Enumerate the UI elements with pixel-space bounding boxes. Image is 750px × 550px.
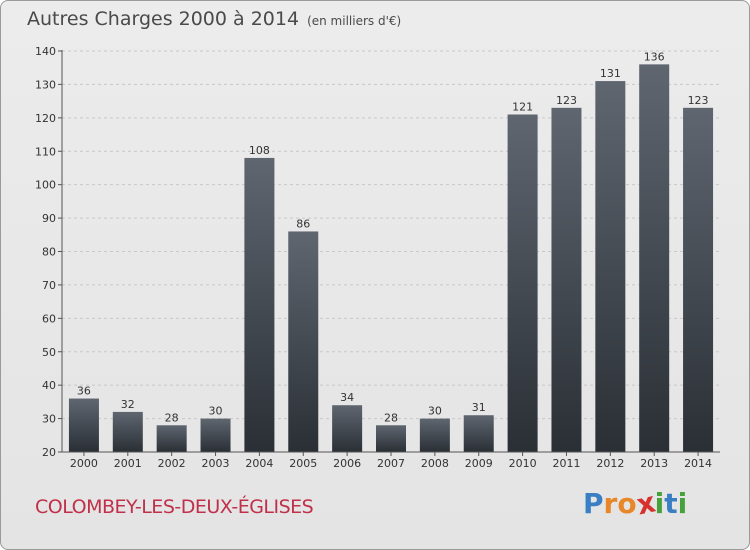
x-tick-label: 2009 xyxy=(465,457,493,470)
y-tick-label: 100 xyxy=(35,179,56,192)
bar xyxy=(639,64,670,452)
value-label: 32 xyxy=(121,398,135,411)
x-tick-label: 2010 xyxy=(509,457,537,470)
bar xyxy=(112,411,143,452)
logo-letter: i xyxy=(654,487,665,520)
x-tick-label: 2007 xyxy=(377,457,405,470)
value-label: 34 xyxy=(340,391,354,404)
x-tick-label: 2011 xyxy=(552,457,580,470)
bar xyxy=(419,418,450,452)
bar xyxy=(244,157,275,452)
bar xyxy=(332,405,363,452)
x-tick-label: 2003 xyxy=(202,457,230,470)
x-tick-label: 2004 xyxy=(245,457,273,470)
x-tick-label: 2006 xyxy=(333,457,361,470)
value-label: 86 xyxy=(296,217,310,230)
x-tick-label: 2014 xyxy=(684,457,712,470)
bar xyxy=(376,425,406,452)
y-tick-label: 110 xyxy=(35,145,56,158)
x-tick-label: 2002 xyxy=(158,457,186,470)
value-label: 36 xyxy=(77,385,91,398)
x-tick-label: 2005 xyxy=(289,457,317,470)
y-tick-label: 80 xyxy=(42,246,56,259)
bar xyxy=(68,398,99,452)
labels: 20 30 40 50 60 70 80 90 100 110 120 130 140 36 2000 32 2… xyxy=(35,45,712,470)
y-tick-label: 50 xyxy=(42,346,56,359)
value-label: 30 xyxy=(209,405,223,418)
commune-name: COLOMBEY-LES-DEUX-ÉGLISES xyxy=(35,496,314,518)
x-tick-label: 2001 xyxy=(114,457,142,470)
bar xyxy=(507,114,538,452)
value-label: 31 xyxy=(472,401,486,414)
value-label: 123 xyxy=(556,94,577,107)
value-label: 28 xyxy=(384,411,398,424)
x-tick-label: 2000 xyxy=(70,457,98,470)
logo-letter: t xyxy=(664,487,678,520)
chart-subtitle: (en milliers d'€) xyxy=(307,14,402,28)
x-tick-label: 2013 xyxy=(640,457,668,470)
bar xyxy=(683,107,714,452)
value-label: 28 xyxy=(165,411,179,424)
logo-letter: r xyxy=(603,487,618,520)
y-tick-label: 40 xyxy=(42,379,56,392)
y-tick-label: 140 xyxy=(35,45,56,58)
value-label: 108 xyxy=(249,144,270,157)
x-tick-label: 2008 xyxy=(421,457,449,470)
value-label: 136 xyxy=(644,50,665,63)
y-tick-label: 20 xyxy=(42,446,56,459)
value-label: 131 xyxy=(600,67,621,80)
proxiti-logo: Proxiti xyxy=(583,485,688,521)
value-label: 30 xyxy=(428,405,442,418)
bars xyxy=(68,64,714,452)
bar xyxy=(288,231,319,452)
y-tick-label: 130 xyxy=(35,78,56,91)
y-tick-label: 60 xyxy=(42,312,56,325)
y-tick-label: 90 xyxy=(42,212,56,225)
chart-title-text: Autres Charges 2000 à 2014 xyxy=(27,8,300,30)
x-tick-label: 2012 xyxy=(596,457,624,470)
bar xyxy=(200,418,231,452)
logo-letter: o xyxy=(617,487,637,520)
value-label: 121 xyxy=(512,100,533,113)
y-tick-label: 30 xyxy=(42,413,56,426)
bar xyxy=(551,107,582,452)
y-tick-label: 120 xyxy=(35,112,56,125)
axes xyxy=(58,50,720,456)
value-label: 123 xyxy=(688,94,709,107)
logo-letter: P xyxy=(583,487,604,520)
bar xyxy=(156,425,187,452)
chart-title: Autres Charges 2000 à 2014 (en milliers d… xyxy=(27,8,401,30)
y-tick-label: 70 xyxy=(42,279,56,292)
bar xyxy=(463,415,494,452)
logo-letter: i xyxy=(677,487,688,520)
bar xyxy=(595,81,626,452)
